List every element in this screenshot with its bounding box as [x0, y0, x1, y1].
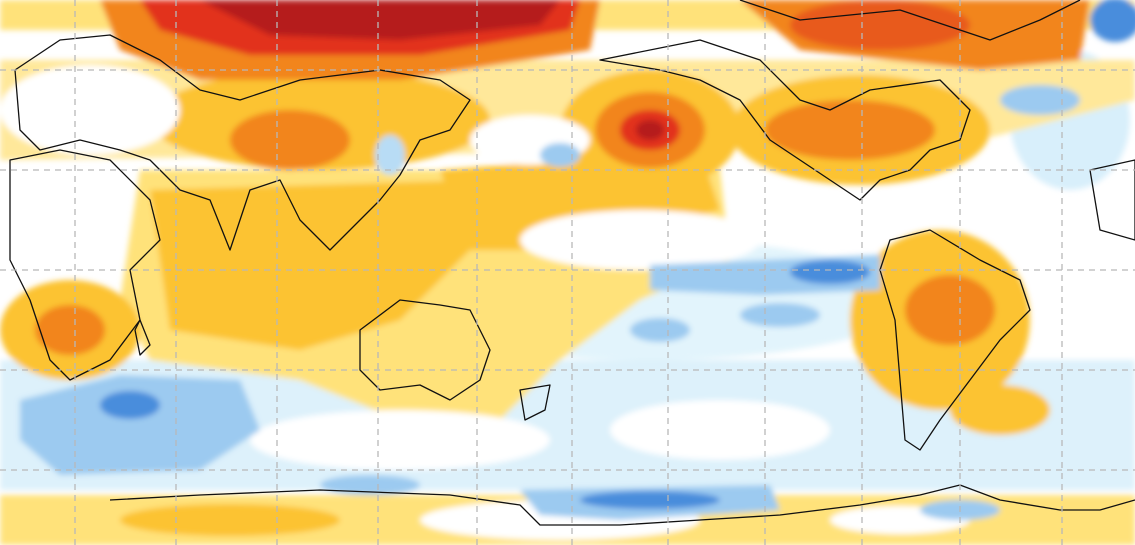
coastlines: [9, 0, 1135, 526]
